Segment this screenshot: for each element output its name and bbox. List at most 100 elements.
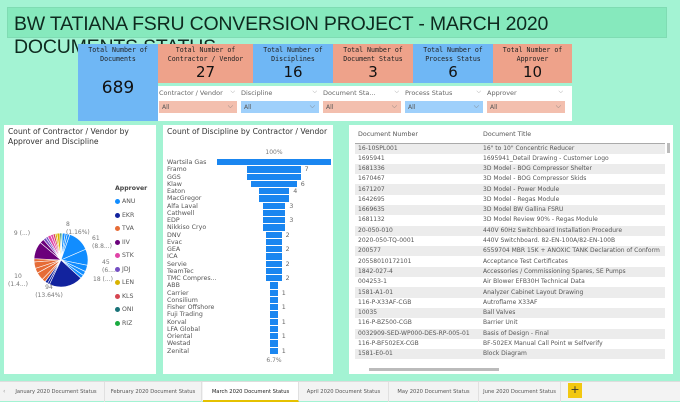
- add-page-button[interactable]: +: [568, 383, 582, 398]
- funnel-row[interactable]: GEA 2: [163, 246, 333, 253]
- tab-scroll-left-icon[interactable]: ‹: [3, 388, 6, 395]
- funnel-row[interactable]: Fuji Trading: [163, 311, 333, 318]
- funnel-row[interactable]: ABB: [163, 282, 333, 289]
- funnel-bar[interactable]: [270, 347, 278, 354]
- table-row[interactable]: 1581-A1-01 Analyzer Cabinet Layout Drawin…: [355, 287, 665, 298]
- table-row[interactable]: 0032909-SED-WP000-DES-RP-005-01 Basis of …: [355, 328, 665, 339]
- funnel-bar[interactable]: [270, 296, 278, 304]
- table-row[interactable]: 1681336 3D Model - BOG Compressor Shelter: [355, 163, 665, 175]
- funnel-row[interactable]: Servie 2: [163, 260, 333, 268]
- slicer-label[interactable]: Contractor / Vendor: [159, 88, 237, 101]
- table-row[interactable]: 1670467 3D Model - BOG Compressor Skids: [355, 174, 665, 184]
- page-tab[interactable]: January 2020 Document Status: [8, 382, 105, 402]
- legend-item[interactable]: IIV: [115, 236, 147, 250]
- table-row[interactable]: 116-P-BF502EX-CGB BF-502EX Manual Call Po…: [355, 339, 665, 349]
- funnel-bar[interactable]: [262, 224, 286, 231]
- column-header[interactable]: Document Number: [355, 127, 480, 144]
- funnel-row[interactable]: Oriental 1: [163, 333, 333, 340]
- table-row[interactable]: 116-P-BZ500-CGB Barrier Unit: [355, 318, 665, 328]
- slicer-label[interactable]: Approver: [487, 88, 565, 101]
- legend-item[interactable]: EKR: [115, 209, 147, 223]
- column-header[interactable]: Document Title: [480, 127, 665, 144]
- funnel-bar[interactable]: [270, 289, 278, 296]
- legend-item[interactable]: LEN: [115, 276, 147, 290]
- funnel-row[interactable]: Zenital 1: [163, 347, 333, 355]
- funnel-bar[interactable]: [270, 311, 278, 318]
- legend-item[interactable]: KLS: [115, 290, 147, 304]
- page-tab[interactable]: June 2020 Document Status: [479, 382, 561, 402]
- funnel-bar[interactable]: [251, 180, 297, 188]
- funnel-bar[interactable]: [266, 231, 282, 238]
- slicer-dropdown[interactable]: All: [405, 101, 483, 113]
- slicer-dropdown[interactable]: All: [323, 101, 401, 113]
- table-row[interactable]: 1671207 3D Model - Power Module: [355, 184, 665, 195]
- funnel-bar[interactable]: [258, 188, 290, 195]
- funnel-bar[interactable]: [266, 267, 282, 275]
- page-tab[interactable]: March 2020 Document Status: [203, 382, 299, 402]
- funnel-row[interactable]: Cathwell: [163, 209, 333, 217]
- funnel-bar[interactable]: [270, 340, 278, 347]
- legend-item[interactable]: STK: [115, 249, 147, 263]
- table-row[interactable]: 1581-E0-01 Block Diagram: [355, 349, 665, 360]
- funnel-bar[interactable]: [247, 173, 301, 180]
- legend-item[interactable]: JDJ: [115, 263, 147, 277]
- table-row[interactable]: 1695941 1695941_Detail Drawing - Customer…: [355, 154, 665, 164]
- funnel-bar[interactable]: [270, 333, 278, 340]
- table-row[interactable]: 16-10SPL001 16" to 10" Concentric Reducer: [355, 143, 665, 154]
- funnel-bar[interactable]: [270, 304, 278, 311]
- slicer-dropdown[interactable]: All: [159, 101, 237, 113]
- table-row[interactable]: 20558010172101 Acceptance Test Certificat…: [355, 256, 665, 266]
- funnel-bar[interactable]: [270, 318, 278, 325]
- slicer-dropdown[interactable]: All: [241, 101, 319, 113]
- funnel-bar[interactable]: [266, 246, 282, 253]
- table-row[interactable]: 1681132 3D Model Review 90% - Regas Modul…: [355, 215, 665, 225]
- table-row[interactable]: 1642695 3D Model - Regas Module: [355, 195, 665, 205]
- funnel-bar[interactable]: [266, 260, 282, 267]
- funnel-bar[interactable]: [258, 195, 290, 202]
- vertical-scrollbar[interactable]: [667, 143, 670, 153]
- funnel-row[interactable]: TeamTec: [163, 267, 333, 275]
- funnel-row[interactable]: Korval 1: [163, 318, 333, 326]
- legend-item[interactable]: TVA: [115, 222, 147, 236]
- funnel-row[interactable]: Evac: [163, 238, 333, 246]
- funnel-row[interactable]: Nikkiso Cryo: [163, 224, 333, 231]
- funnel-row[interactable]: DNV 2: [163, 231, 333, 239]
- page-tab[interactable]: February 2020 Document Status: [105, 382, 202, 402]
- horizontal-scrollbar[interactable]: [369, 368, 499, 371]
- funnel-bar[interactable]: [266, 275, 282, 282]
- funnel-row[interactable]: GGS: [163, 173, 333, 181]
- funnel-row[interactable]: Alfa Laval 3: [163, 202, 333, 210]
- table-row[interactable]: 1669635 3D Model BW Gallina FSRU: [355, 204, 665, 216]
- funnel-bar[interactable]: [262, 202, 286, 209]
- funnel-row[interactable]: Eaton 4: [163, 188, 333, 195]
- funnel-row[interactable]: Carrier 1: [163, 289, 333, 297]
- funnel-bar[interactable]: [266, 238, 282, 246]
- funnel-row[interactable]: Wartsila Gas: [163, 159, 333, 166]
- table-row[interactable]: 10035 Ball Valves: [355, 307, 665, 319]
- table-row[interactable]: 2020-050-TQ-0001 440V Switchboard. 82-EN-…: [355, 236, 665, 246]
- slicer-label[interactable]: Process Status: [405, 88, 483, 101]
- funnel-row[interactable]: LFA Global: [163, 325, 333, 333]
- funnel-row[interactable]: TMC Compres... 2: [163, 275, 333, 282]
- funnel-row[interactable]: ICA: [163, 253, 333, 260]
- table-row[interactable]: 116-P-X33AF-CGB Autroflame X33AF: [355, 298, 665, 308]
- pie-chart[interactable]: 8(1.16%)61(8.8...) 45(6.... 18 (...) 94(13.…: [4, 165, 116, 365]
- funnel-row[interactable]: Klaw 6: [163, 180, 333, 188]
- funnel-bar[interactable]: [262, 209, 286, 217]
- funnel-bar[interactable]: [270, 325, 278, 333]
- funnel-row[interactable]: EDP 3: [163, 217, 333, 224]
- slicer-label[interactable]: Document Sta...: [323, 88, 401, 101]
- funnel-row[interactable]: Fisher Offshore 1: [163, 304, 333, 311]
- page-tab[interactable]: April 2020 Document Status: [299, 382, 389, 402]
- pie-slice[interactable]: [60, 232, 63, 261]
- funnel-row[interactable]: MacGregor: [163, 195, 333, 202]
- funnel-row[interactable]: Westad: [163, 340, 333, 347]
- table-row[interactable]: 200577 6559704 MBR 15K + ANOXIC TANK Decl…: [355, 246, 665, 257]
- page-tab[interactable]: May 2020 Document Status: [389, 382, 479, 402]
- table-row[interactable]: 004253-1 Air Blower EFB30H Technical Data: [355, 277, 665, 287]
- legend-item[interactable]: ANU: [115, 195, 147, 209]
- funnel-bar[interactable]: [266, 253, 282, 260]
- funnel-bar[interactable]: [262, 217, 286, 224]
- funnel-row[interactable]: Consilium: [163, 296, 333, 304]
- funnel-bar[interactable]: [270, 282, 278, 289]
